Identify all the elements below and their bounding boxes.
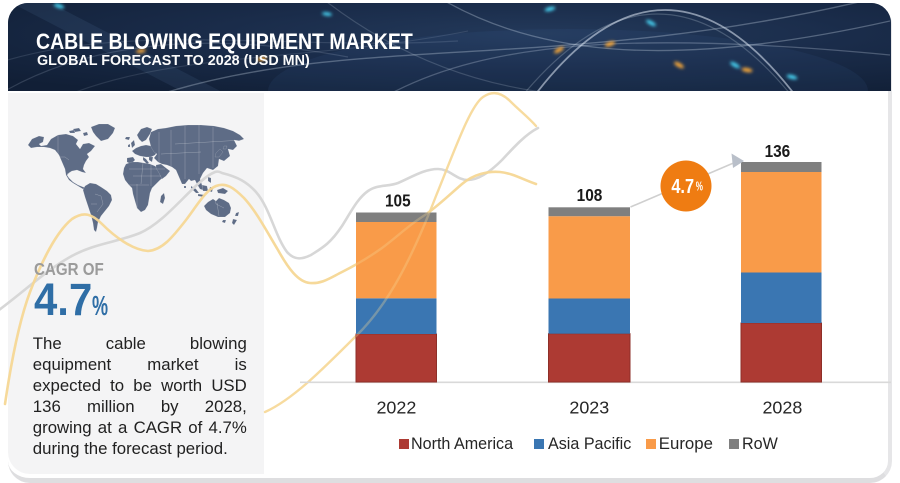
- svg-text:136: 136: [765, 142, 791, 161]
- svg-text:2028: 2028: [762, 398, 802, 418]
- svg-text:108: 108: [577, 186, 603, 205]
- svg-text:105: 105: [385, 192, 411, 211]
- svg-text:4.7: 4.7: [671, 174, 694, 197]
- svg-text:2023: 2023: [569, 398, 609, 418]
- svg-text:2022: 2022: [376, 398, 416, 418]
- svg-text:%: %: [696, 180, 703, 194]
